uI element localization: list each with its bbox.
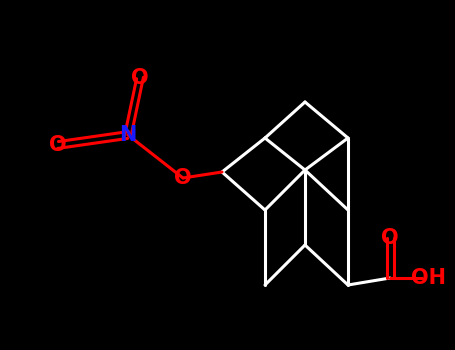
- Text: O: O: [174, 168, 192, 188]
- Text: O: O: [381, 228, 399, 248]
- Text: OH: OH: [411, 268, 446, 288]
- Text: O: O: [131, 68, 149, 88]
- Text: N: N: [119, 125, 136, 145]
- Text: O: O: [49, 135, 67, 155]
